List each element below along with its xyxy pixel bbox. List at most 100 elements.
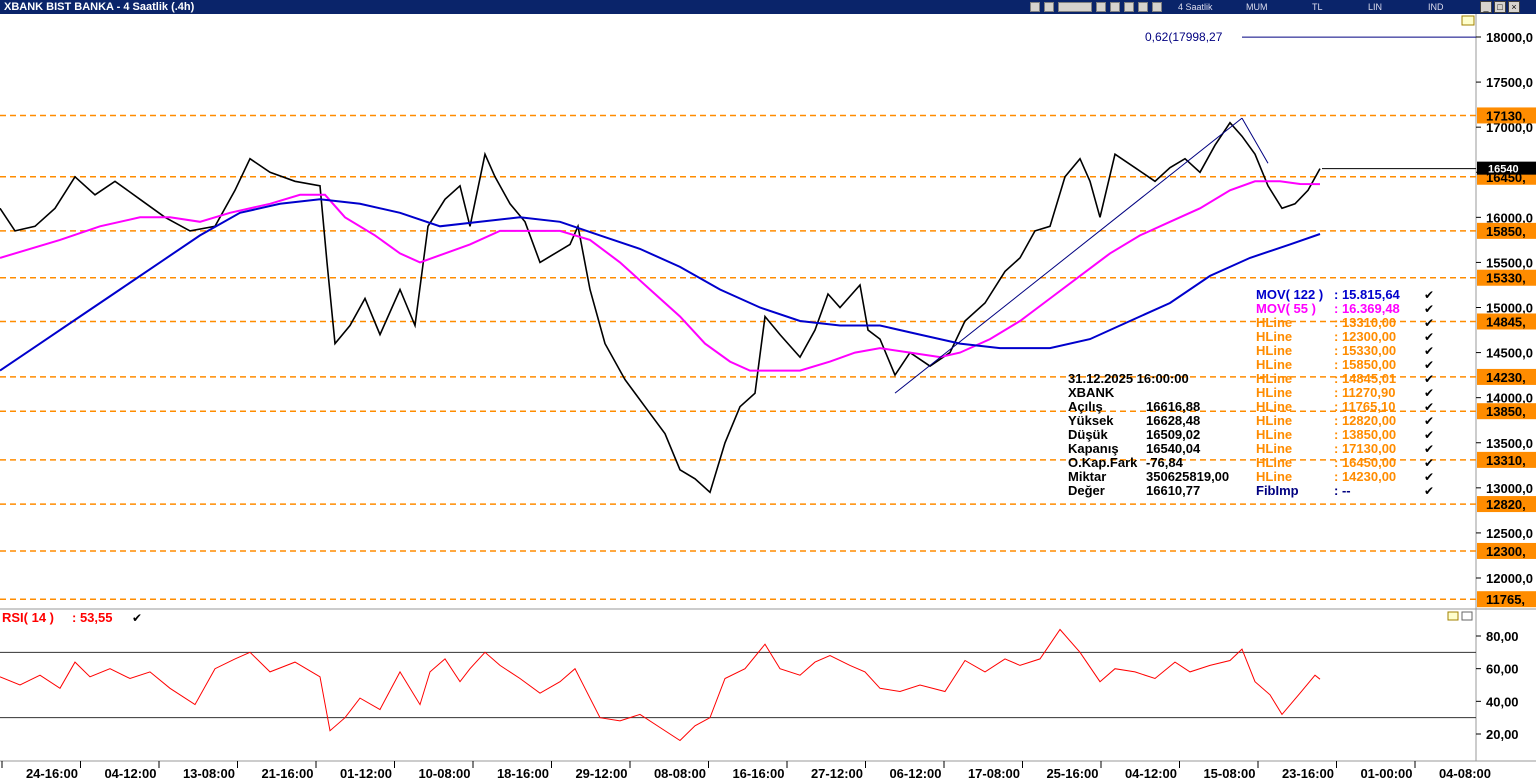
maximize-icon[interactable]: □ — [1494, 1, 1506, 13]
x-tick-label: 10-08:00 — [418, 766, 470, 781]
legend-check-icon[interactable]: ✔ — [1424, 470, 1434, 484]
last-price-label: 16540 — [1488, 164, 1519, 176]
legend-name: MOV( 122 ) — [1256, 287, 1323, 302]
legend-check-icon[interactable]: ✔ — [1424, 358, 1434, 372]
x-tick-label: 01-00:00 — [1360, 766, 1412, 781]
hline-label: 13310, — [1486, 453, 1526, 468]
hline-tag — [1477, 591, 1536, 608]
hline-tag — [1477, 496, 1536, 513]
price-chart[interactable]: 18000,017500,017000,016500,016000,015500… — [0, 14, 1536, 783]
currency-selector[interactable]: TL — [1312, 2, 1323, 12]
rsi-series — [0, 628, 1321, 742]
period-selector[interactable]: 4 Saatlik — [1178, 2, 1213, 12]
info-symbol: XBANK — [1068, 385, 1115, 400]
y-tick-label: 18000,0 — [1486, 30, 1533, 45]
x-tick-label: 04-08:00 — [1439, 766, 1491, 781]
x-tick-label: 01-12:00 — [340, 766, 392, 781]
legend-name: HLine — [1256, 357, 1292, 372]
legend-name: HLine — [1256, 343, 1292, 358]
legend-value: : 14845,01 — [1334, 371, 1396, 386]
legend-check-icon[interactable]: ✔ — [1424, 484, 1434, 498]
info-row-label: Yüksek — [1068, 413, 1114, 428]
legend-value: : 15330,00 — [1334, 343, 1396, 358]
window-title-bar: XBANK BIST BANKA - 4 Saatlik (.4h) 4 Saa… — [0, 0, 1536, 14]
info-row-value: 16509,02 — [1146, 427, 1200, 442]
trend-line — [894, 117, 1243, 394]
hline-label: 14230, — [1486, 370, 1526, 385]
hline-tag — [1477, 269, 1536, 286]
rsi-panel-config-icon[interactable] — [1447, 611, 1459, 621]
rsi-tick-label: 20,00 — [1486, 727, 1519, 742]
hline-label: 14845, — [1486, 314, 1526, 329]
hline-tag — [1477, 107, 1536, 124]
indicator-button[interactable]: IND — [1428, 2, 1444, 12]
rsi-check-icon[interactable]: ✔ — [132, 611, 142, 625]
info-row-label: Düşük — [1068, 427, 1109, 442]
tool-cursor-icon[interactable] — [1030, 2, 1040, 12]
info-row-label: Kapanış — [1068, 441, 1119, 456]
legend-check-icon[interactable]: ✔ — [1424, 456, 1434, 470]
legend-value: : 15850,00 — [1334, 357, 1396, 372]
legend-check-icon[interactable]: ✔ — [1424, 288, 1434, 302]
hline-label: 11765, — [1486, 592, 1525, 607]
x-tick-label: 06-12:00 — [889, 766, 941, 781]
price-panel-config-icon[interactable] — [1461, 15, 1475, 26]
x-tick-label: 27-12:00 — [811, 766, 863, 781]
trend-line — [1241, 117, 1269, 164]
legend-check-icon[interactable]: ✔ — [1424, 386, 1434, 400]
legend-check-icon[interactable]: ✔ — [1424, 400, 1434, 414]
x-tick-label: 18-16:00 — [497, 766, 549, 781]
legend-name: HLine — [1256, 371, 1292, 386]
tool-zoom-icon[interactable] — [1058, 2, 1092, 12]
x-tick-label: 25-16:00 — [1046, 766, 1098, 781]
info-datetime: 31.12.2025 16:00:00 — [1068, 371, 1189, 386]
trend-lines — [894, 117, 1269, 394]
legend-name: HLine — [1256, 441, 1292, 456]
hline-tag — [1477, 368, 1536, 385]
tool-grid-icon[interactable] — [1096, 2, 1106, 12]
rsi-tick-label: 40,00 — [1486, 694, 1519, 709]
legend-check-icon[interactable]: ✔ — [1424, 442, 1434, 456]
hline-label: 17130, — [1486, 108, 1526, 123]
chart-style-selector[interactable]: MUM — [1246, 2, 1268, 12]
rsi-axis: 80,00 60,00 40,00 20,00 — [0, 629, 1519, 742]
rsi-tick-label: 60,00 — [1486, 662, 1519, 677]
legend-check-icon[interactable]: ✔ — [1424, 330, 1434, 344]
legend-name: HLine — [1256, 399, 1292, 414]
hline-label: 12820, — [1486, 497, 1526, 512]
ma55-series — [0, 180, 1321, 372]
minimize-icon[interactable]: _ — [1480, 1, 1492, 13]
rsi-panel-close-icon[interactable] — [1461, 611, 1473, 621]
legend-value: : 12300,00 — [1334, 329, 1396, 344]
x-tick-label: 04-12:00 — [104, 766, 156, 781]
y-tick-label: 15000,0 — [1486, 301, 1533, 316]
legend-value: : 16450,00 — [1334, 455, 1396, 470]
y-tick-label: 13000,0 — [1486, 481, 1533, 496]
legend-value: : 15.815,64 — [1334, 287, 1401, 302]
legend-check-icon[interactable]: ✔ — [1424, 344, 1434, 358]
legend-name: HLine — [1256, 469, 1292, 484]
info-row-label: Açılış — [1068, 399, 1103, 414]
hline-tag — [1477, 451, 1536, 468]
x-tick-label: 29-12:00 — [575, 766, 627, 781]
scale-selector[interactable]: LIN — [1368, 2, 1383, 12]
legend-check-icon[interactable]: ✔ — [1424, 372, 1434, 386]
hline-label: 12300, — [1486, 544, 1526, 559]
tool-pencil-icon[interactable] — [1138, 2, 1148, 12]
tool-settings-icon[interactable] — [1152, 2, 1162, 12]
close-icon[interactable]: × — [1508, 1, 1520, 13]
legend-check-icon[interactable]: ✔ — [1424, 302, 1434, 316]
hline-tag — [1477, 542, 1536, 559]
tool-crosshair-icon[interactable] — [1044, 2, 1054, 12]
tool-refresh-icon[interactable] — [1124, 2, 1134, 12]
last-price-tag — [1477, 161, 1536, 175]
info-row-value: 16616,88 — [1146, 399, 1200, 414]
legend-check-icon[interactable]: ✔ — [1424, 316, 1434, 330]
legend-value: : 13850,00 — [1334, 427, 1396, 442]
tool-copy-icon[interactable] — [1110, 2, 1120, 12]
legend-check-icon[interactable]: ✔ — [1424, 414, 1434, 428]
legend-name: HLine — [1256, 455, 1292, 470]
legend-value: : 11765,10 — [1334, 399, 1395, 414]
legend-check-icon[interactable]: ✔ — [1424, 428, 1434, 442]
horizontal-lines: 17130,16450,15850,15330,14845,14230,1385… — [0, 107, 1536, 608]
